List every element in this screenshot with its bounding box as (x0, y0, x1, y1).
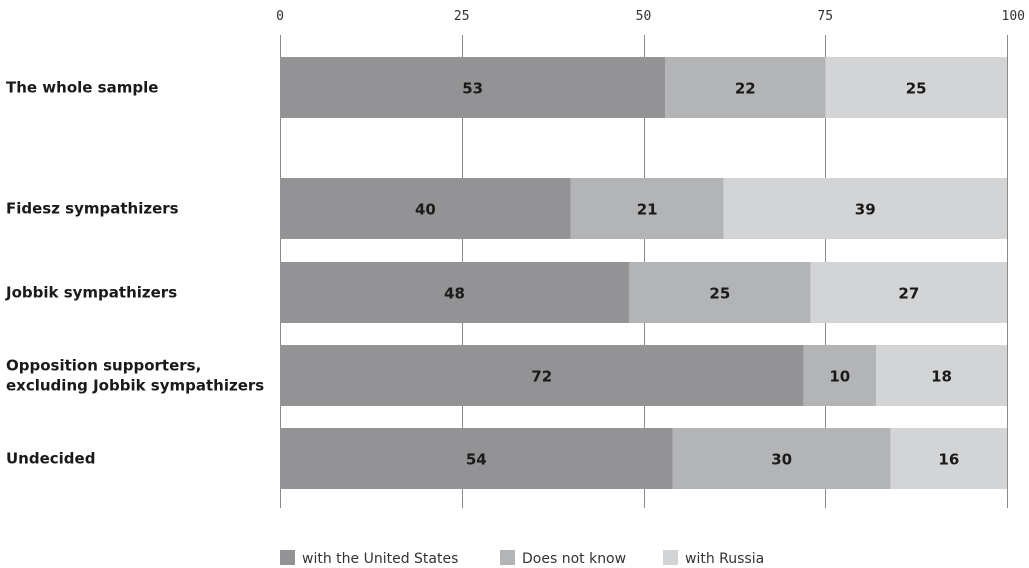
category-label: Opposition supporters, excluding Jobbik s… (6, 357, 264, 395)
bar-segment (825, 57, 1007, 118)
legend-swatch (663, 550, 678, 565)
legend-label: with the United States (302, 551, 458, 567)
x-tick-label: 75 (817, 9, 833, 24)
data-label: 39 (855, 201, 876, 219)
data-label: 72 (531, 368, 552, 386)
bar-segment (803, 345, 877, 406)
bar-segment (672, 428, 891, 489)
bar-segment (890, 428, 1007, 489)
bar-segment (280, 428, 673, 489)
bar-segment (280, 345, 804, 406)
legend-swatch (500, 550, 515, 565)
data-label: 40 (415, 201, 436, 219)
x-tick-label: 50 (636, 9, 652, 24)
data-label: 18 (931, 368, 952, 386)
bars: 53 22 25 40 21 39 48 25 27 72 10 18 54 30 16 (280, 57, 1007, 489)
data-label: 48 (444, 285, 465, 303)
bar-segment (665, 57, 826, 118)
bar-segment (570, 178, 724, 239)
data-label: 21 (637, 201, 658, 219)
bar-segment (723, 178, 1007, 239)
legend-label: with Russia (685, 551, 764, 567)
category-labels: The whole sample Fidesz sympathizers Jobbi… (5, 79, 264, 468)
legend-swatch (280, 550, 295, 565)
category-label: Fidesz sympathizers (6, 200, 179, 218)
data-label: 22 (735, 80, 756, 98)
bar-segment (280, 178, 571, 239)
data-label: 54 (466, 451, 487, 469)
legend-label: Does not know (522, 551, 626, 567)
bar-segment (280, 262, 629, 323)
data-label: 30 (771, 451, 792, 469)
x-tick-label: 25 (454, 9, 470, 24)
bar-segment (628, 262, 811, 323)
category-label: Undecided (6, 450, 95, 468)
category-label: The whole sample (6, 79, 158, 97)
x-tick-label: 100 (1002, 9, 1025, 24)
data-label: 53 (462, 80, 483, 98)
data-label: 25 (709, 285, 730, 303)
bar-segment (876, 345, 1007, 406)
x-axis-ticks: 0 25 50 75 100 (276, 9, 1025, 24)
data-label: 10 (829, 368, 850, 386)
data-label: 16 (938, 451, 959, 469)
bar-segment (810, 262, 1007, 323)
legend: with the United States Does not know with … (280, 550, 764, 567)
category-label: Jobbik sympathizers (5, 284, 177, 302)
bar-segment (280, 57, 666, 118)
x-tick-label: 0 (276, 9, 284, 24)
data-label: 25 (906, 80, 927, 98)
data-label: 27 (898, 285, 919, 303)
